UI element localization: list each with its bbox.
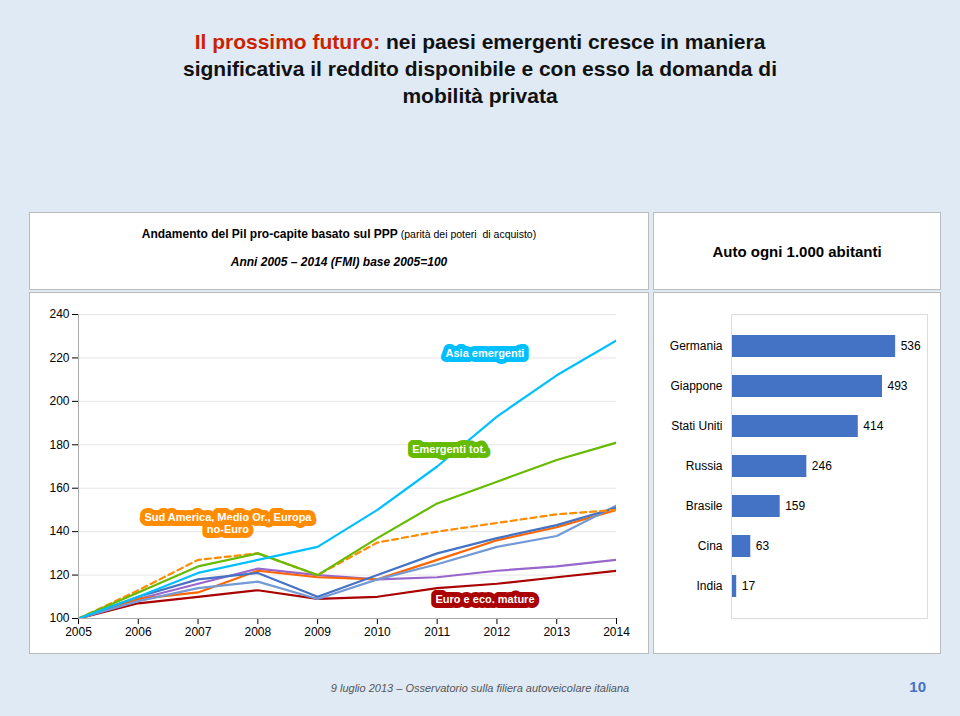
svg-text:100: 100 xyxy=(49,611,69,625)
svg-text:159: 159 xyxy=(785,499,805,513)
svg-text:2010: 2010 xyxy=(364,625,391,639)
html-text:mobilità privata: mobilità privata xyxy=(402,84,558,107)
svg-text:220: 220 xyxy=(49,351,69,365)
svg-text:140: 140 xyxy=(49,524,69,538)
svg-text:63: 63 xyxy=(756,539,770,553)
svg-text:Stati Uniti: Stati Uniti xyxy=(671,419,722,433)
svg-text:120: 120 xyxy=(49,568,69,582)
svg-text:Russia: Russia xyxy=(686,459,723,473)
svg-text:180: 180 xyxy=(49,438,69,452)
svg-text:2013: 2013 xyxy=(543,625,570,639)
html-text:Anni 2005 – 2014 (FMI) base 20: Anni 2005 – 2014 (FMI) base 2005=100 xyxy=(230,255,448,269)
svg-text:Asia emergenti: Asia emergenti xyxy=(446,347,525,359)
svg-text:2011: 2011 xyxy=(424,625,450,639)
svg-text:Cina: Cina xyxy=(698,539,723,553)
html-text:Andamento del Pil pro-capite b: Andamento del Pil pro-capite basato sul … xyxy=(141,227,537,241)
svg-text:2005: 2005 xyxy=(65,625,92,639)
svg-text:Euro e eco. mature: Euro e eco. mature xyxy=(435,593,534,605)
svg-text:Sud America, Medio Or., Europa: Sud America, Medio Or., Europano-Euro xyxy=(144,511,312,535)
svg-text:414: 414 xyxy=(863,419,883,433)
svg-text:200: 200 xyxy=(49,394,69,408)
svg-text:240: 240 xyxy=(49,307,69,321)
svg-text:2006: 2006 xyxy=(125,625,152,639)
html-text:9 luglio 2013 – Osservatorio s: 9 luglio 2013 – Osservatorio sulla filie… xyxy=(330,682,630,694)
svg-text:India: India xyxy=(696,579,722,593)
svg-text:Emergenti tot.: Emergenti tot. xyxy=(412,443,486,455)
html-text:Auto ogni 1.000 abitanti: Auto ogni 1.000 abitanti xyxy=(712,242,882,260)
svg-text:536: 536 xyxy=(901,339,921,353)
html-text:10: 10 xyxy=(909,678,926,695)
svg-text:246: 246 xyxy=(812,459,832,473)
svg-text:2014: 2014 xyxy=(603,625,630,639)
html-text:significativa il reddito dispo: significativa il reddito disponibile e c… xyxy=(183,57,777,80)
svg-text:Germania: Germania xyxy=(670,339,723,353)
svg-text:160: 160 xyxy=(49,481,69,495)
html-text:Il prossimo futuro: nei paesi: Il prossimo futuro: nei paesi emergenti … xyxy=(194,30,766,53)
svg-text:Brasile: Brasile xyxy=(686,499,723,513)
svg-text:2009: 2009 xyxy=(304,625,331,639)
svg-text:2007: 2007 xyxy=(185,625,212,639)
svg-text:493: 493 xyxy=(887,379,907,393)
svg-text:2012: 2012 xyxy=(484,625,511,639)
svg-text:Giappone: Giappone xyxy=(670,379,722,393)
svg-text:2008: 2008 xyxy=(244,625,271,639)
svg-text:17: 17 xyxy=(742,579,756,593)
